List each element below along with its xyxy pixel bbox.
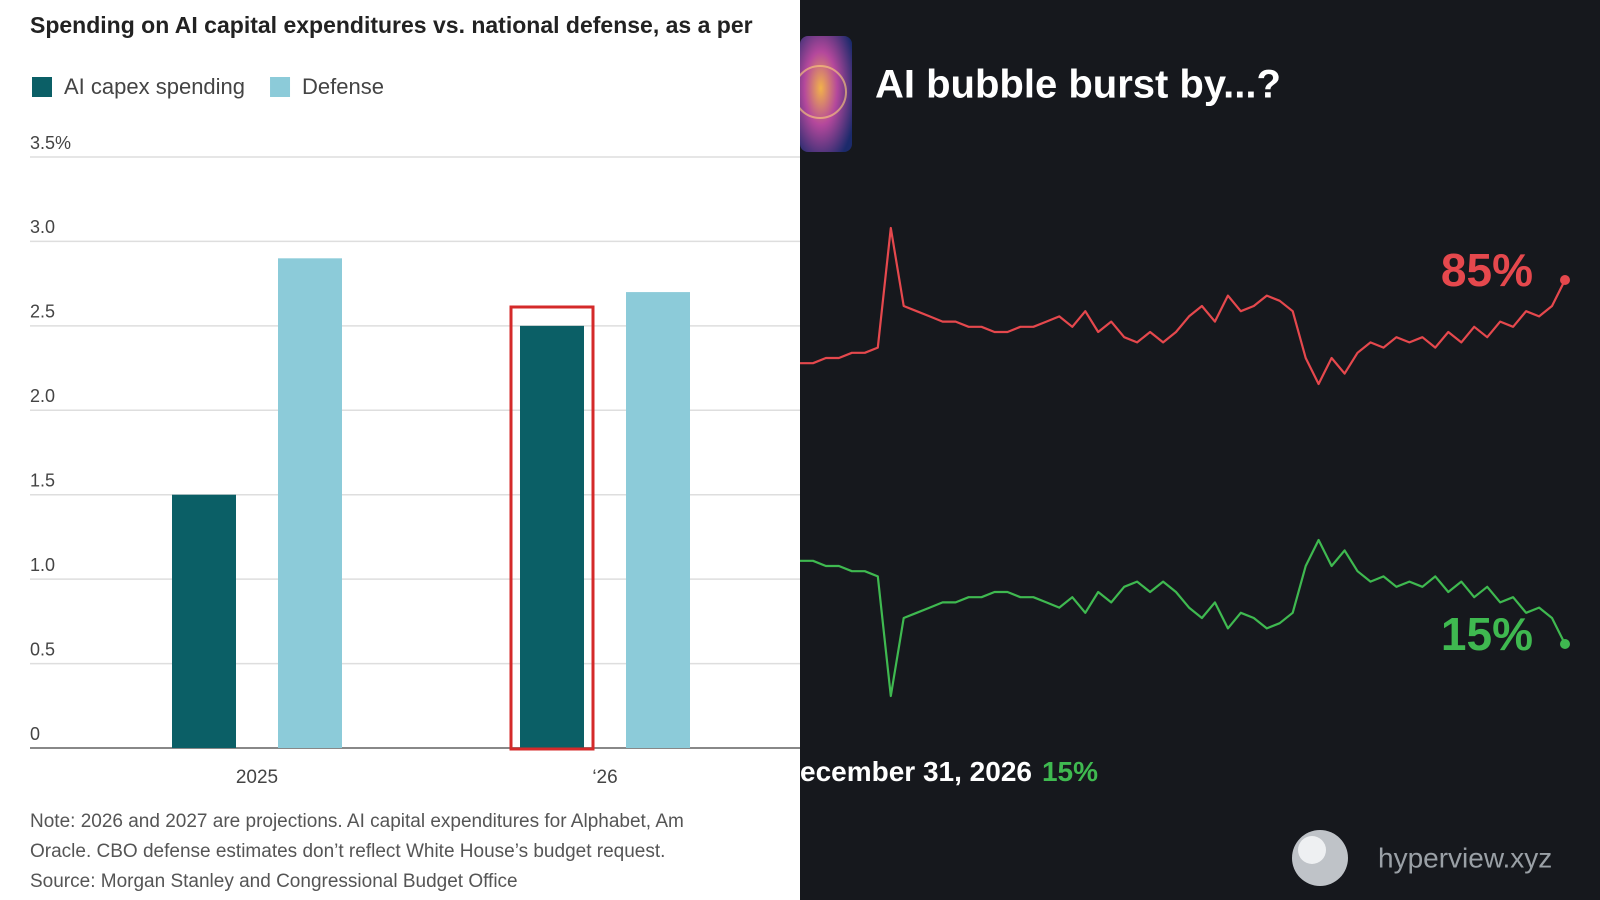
line-series bbox=[800, 538, 1566, 698]
y-tick-label: 1.5 bbox=[30, 470, 55, 490]
y-tick-label: 3.0 bbox=[30, 217, 55, 237]
y-tick-label: 3.5% bbox=[30, 133, 71, 153]
watermark-logo-shine bbox=[1298, 836, 1326, 864]
bar-chart-panel: Spending on AI capital expenditures vs. … bbox=[0, 0, 800, 900]
y-tick-label: 2.5 bbox=[30, 302, 55, 322]
footer-value: 15% bbox=[1042, 756, 1098, 787]
end-label: 85% bbox=[1441, 244, 1533, 296]
legend-label: AI capex spending bbox=[64, 74, 245, 99]
bar bbox=[626, 292, 690, 748]
legend-swatch bbox=[32, 77, 52, 97]
watermark: hyperview.xyz bbox=[1378, 842, 1552, 873]
x-tick-label: ‘26 bbox=[592, 767, 617, 788]
market-icon bbox=[800, 36, 852, 152]
y-tick-label: 0.5 bbox=[30, 639, 55, 659]
icon-bubble bbox=[800, 65, 847, 119]
bar bbox=[278, 258, 342, 748]
x-tick-label: 2025 bbox=[236, 767, 278, 788]
chart-title: AI bubble burst by...? bbox=[875, 63, 1281, 107]
footer-label: ecember 31, 2026 bbox=[800, 756, 1032, 787]
y-tick-label: 0 bbox=[30, 724, 40, 744]
y-tick-label: 1.0 bbox=[30, 555, 55, 575]
legend-label: Defense bbox=[302, 74, 384, 99]
highlight-box bbox=[509, 305, 595, 751]
line-series bbox=[800, 226, 1566, 386]
end-dot bbox=[1560, 639, 1570, 649]
note: Note: 2026 and 2027 are projections. AI … bbox=[30, 811, 684, 832]
bar bbox=[172, 494, 236, 748]
note: Source: Morgan Stanley and Congressional… bbox=[30, 871, 518, 892]
end-label: 15% bbox=[1441, 608, 1533, 660]
note: Oracle. CBO defense estimates don’t refl… bbox=[30, 841, 665, 862]
footer: ecember 31, 2026 15% bbox=[800, 756, 1098, 787]
end-dot bbox=[1560, 275, 1570, 285]
y-tick-label: 2.0 bbox=[30, 386, 55, 406]
line-chart-panel: AI bubble burst by...? ecember 31, 2026 1… bbox=[800, 0, 1600, 900]
chart-title: Spending on AI capital expenditures vs. … bbox=[30, 12, 753, 38]
bar bbox=[520, 325, 584, 748]
legend-swatch bbox=[270, 77, 291, 97]
